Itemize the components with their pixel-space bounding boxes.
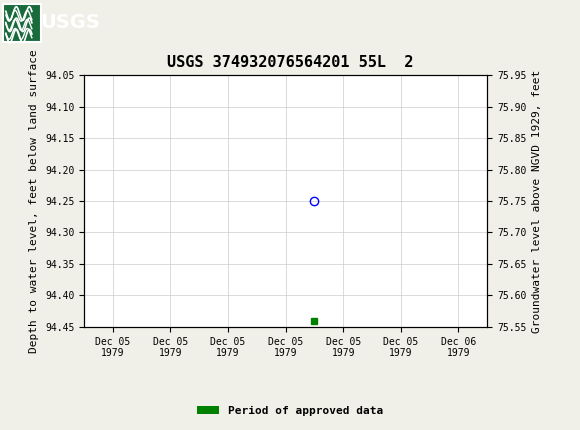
Text: USGS 374932076564201 55L  2: USGS 374932076564201 55L 2 [167, 55, 413, 70]
Legend: Period of approved data: Period of approved data [193, 401, 387, 420]
FancyBboxPatch shape [3, 3, 41, 42]
Y-axis label: Groundwater level above NGVD 1929, feet: Groundwater level above NGVD 1929, feet [532, 69, 542, 333]
Y-axis label: Depth to water level, feet below land surface: Depth to water level, feet below land su… [30, 49, 39, 353]
Text: USGS: USGS [41, 13, 100, 32]
